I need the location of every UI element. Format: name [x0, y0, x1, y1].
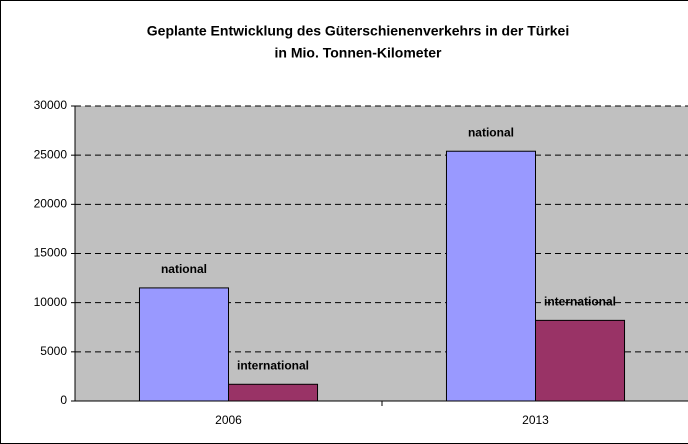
- x-tick-label: 2006: [215, 413, 242, 427]
- bar: [535, 319, 626, 402]
- data-label: national: [468, 125, 514, 139]
- data-label: international: [237, 358, 309, 372]
- x-tick-label: 2013: [522, 413, 549, 427]
- y-tick-label: 30000: [34, 98, 68, 112]
- chart-title: Geplante Entwicklung des Güterschienenve…: [147, 23, 569, 39]
- bar: [228, 383, 319, 402]
- chart-subtitle: in Mio. Tonnen-Kilometer: [275, 45, 443, 61]
- bar: [138, 287, 229, 402]
- y-tick-label: 20000: [34, 197, 68, 211]
- data-label: international: [544, 295, 616, 309]
- data-label: national: [161, 262, 207, 276]
- bar: [445, 150, 536, 402]
- y-tick-label: 15000: [34, 246, 68, 260]
- y-tick-label: 0: [60, 393, 67, 407]
- y-tick-label: 5000: [40, 344, 67, 358]
- y-tick-label: 25000: [34, 147, 68, 161]
- y-tick-label: 10000: [34, 295, 68, 309]
